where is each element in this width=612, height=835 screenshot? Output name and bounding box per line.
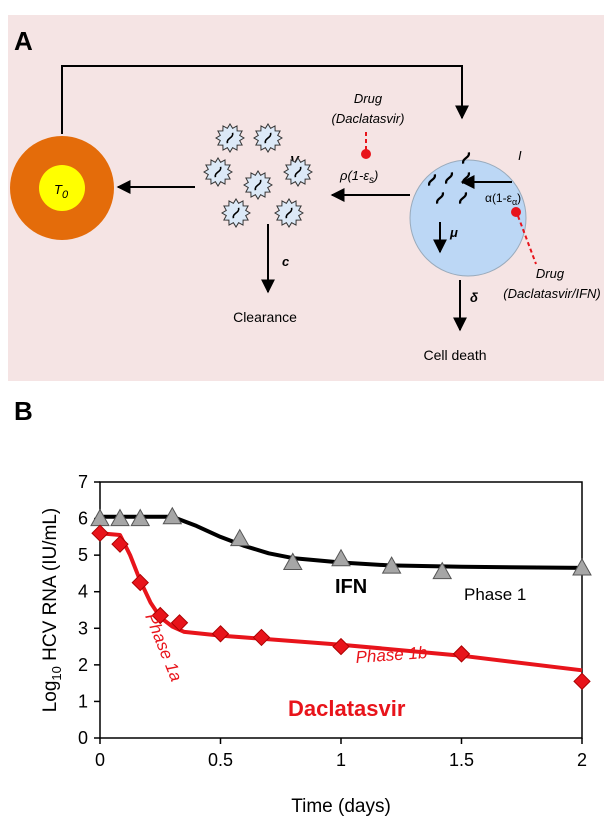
alpha-subscript: α (512, 197, 517, 207)
virion-rna (226, 132, 234, 144)
y-tick-label: 7 (78, 472, 88, 492)
drug-label: (Daclatasvir) (332, 111, 405, 126)
x-axis-title: Time (days) (291, 796, 391, 817)
rho-subscript: s (369, 175, 374, 186)
data-point (332, 637, 350, 656)
panel-b: B Time (days) Log10 HCV RNA (IU/mL) 0123… (14, 396, 592, 817)
data-point (432, 561, 453, 580)
virion-rna (254, 179, 262, 191)
data-point (130, 508, 151, 527)
arrow (61, 65, 469, 134)
data-point (331, 548, 351, 567)
viral-rna (461, 172, 471, 184)
data-point (229, 528, 250, 547)
data-point (170, 614, 189, 632)
t0-label: T0 (54, 182, 69, 201)
panel-label: B (14, 396, 33, 426)
fit-line (99, 531, 583, 673)
target-cell-core (39, 165, 85, 211)
viral-rna (458, 192, 468, 204)
viral-rna (461, 152, 471, 164)
clearance-label: Clearance (233, 309, 297, 325)
data-point (111, 535, 129, 553)
annotation: Phase 1b (355, 643, 428, 667)
series-label: IFN (335, 576, 367, 598)
data-point (573, 672, 591, 691)
data-point (162, 506, 183, 525)
data-point (131, 573, 149, 592)
y-tick-label: 2 (78, 655, 88, 675)
y-tick-label: 6 (78, 509, 88, 529)
panel-a: A T0 I V c Clearance Drug (Daclatasvir) … (8, 15, 604, 381)
viral-rna (444, 172, 454, 184)
data-point (110, 508, 130, 527)
data-point (282, 552, 303, 570)
rho-text: ρ(1-ε (339, 168, 369, 183)
data-point (211, 625, 230, 643)
rho-label: ρ(1-εs) (339, 168, 378, 186)
inhibition-dot (361, 149, 371, 159)
alpha-label: α(1-εα) (485, 191, 521, 207)
y-tick-label: 4 (78, 582, 88, 602)
x-tick-label: 2 (577, 750, 587, 770)
i-label: I (518, 148, 522, 163)
x-tick-label: 1 (336, 750, 346, 770)
x-tick-label: 1.5 (449, 750, 474, 770)
y-tick-label: 3 (78, 618, 88, 638)
y-title-text: Log (40, 681, 61, 713)
virion-rna (214, 166, 222, 178)
y-title-text: HCV RNA (IU/mL) (40, 508, 61, 666)
virion-rna (232, 207, 240, 219)
data-point (151, 606, 169, 625)
y-tick-label: 1 (78, 691, 88, 711)
data-point (572, 557, 592, 576)
v-label: V (290, 153, 300, 168)
data-point (452, 645, 471, 663)
drug-label: Drug (354, 91, 383, 106)
virion-rna (285, 207, 293, 219)
drug-label: (Daclatasvir/IFN) (503, 286, 601, 301)
inhibition-line (517, 215, 537, 265)
annotation: Phase 1 (464, 585, 526, 604)
data-point (91, 524, 109, 542)
alpha-text: ) (517, 191, 521, 205)
data-point (252, 628, 271, 647)
delta-label: δ (470, 290, 478, 305)
viral-rna (427, 174, 437, 186)
t0-symbol: T (54, 182, 63, 197)
y-tick-label: 5 (78, 545, 88, 565)
rho-text: ) (372, 168, 378, 183)
fit-line (100, 514, 583, 570)
series-label: Daclatasvir (288, 696, 406, 721)
inhibition-dot (511, 207, 521, 217)
x-tick-label: 0.5 (208, 750, 233, 770)
panel-label: A (14, 26, 33, 56)
t0-subscript: 0 (62, 189, 69, 201)
alpha-text: α(1-ε (485, 191, 513, 205)
y-title-subscript: 10 (49, 666, 64, 680)
y-tick-label: 0 (78, 728, 88, 748)
y-axis-title: Log10 HCV RNA (IU/mL) (40, 508, 64, 713)
viral-rna (435, 192, 445, 204)
x-tick-label: 0 (95, 750, 105, 770)
virion-rna (294, 166, 302, 178)
data-point (381, 556, 402, 574)
mu-label: μ (449, 225, 458, 240)
drug-label: Drug (536, 266, 565, 281)
virion-rna (264, 132, 272, 144)
cell-death-label: Cell death (423, 347, 486, 363)
c-label: c (282, 254, 290, 269)
